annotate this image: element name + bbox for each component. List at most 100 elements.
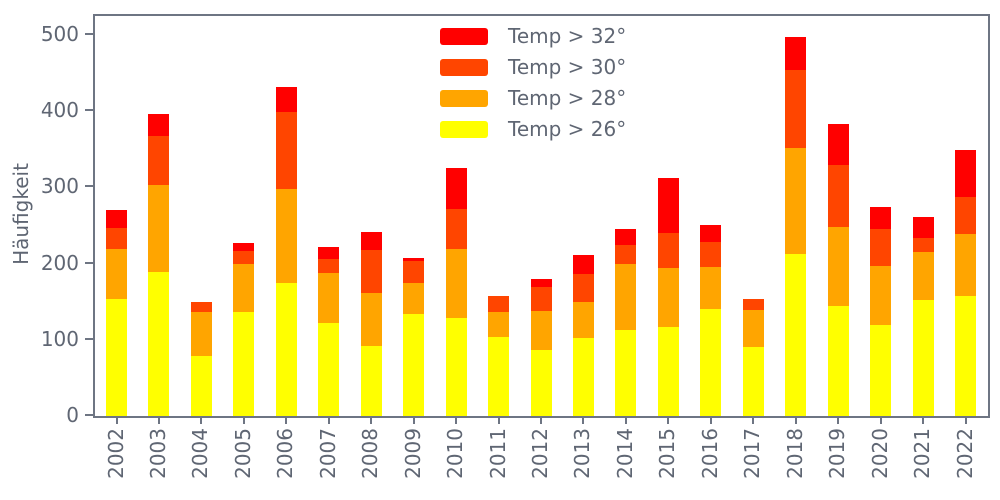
x-tick-label: 2004 <box>188 428 213 479</box>
bar-segment-26deg <box>190 355 212 416</box>
x-tick-label: 2012 <box>528 428 552 479</box>
bar-segment-32deg <box>148 113 170 137</box>
bar-2017 <box>742 299 764 416</box>
bar-segment-26deg <box>572 338 594 416</box>
bar-2020 <box>870 206 892 416</box>
bar-segment-32deg <box>403 258 425 262</box>
x-tick-mark <box>624 416 627 424</box>
x-tick-mark <box>667 416 670 424</box>
bar-segment-28deg <box>870 265 892 326</box>
bar-segment-32deg <box>275 86 297 112</box>
bar-segment-30deg <box>615 244 637 264</box>
bar-segment-26deg <box>912 300 934 416</box>
bar-segment-30deg <box>318 259 340 273</box>
x-tick-label: 2013 <box>570 428 595 479</box>
y-tick-mark <box>85 185 93 188</box>
legend-item-temp-gt-30: Temp > 30° <box>440 57 626 77</box>
y-tick-mark <box>85 261 93 264</box>
bar-segment-32deg <box>912 217 934 238</box>
x-tick-label: 2005 <box>230 428 255 479</box>
bar-segment-32deg <box>615 228 637 245</box>
x-tick-mark <box>455 416 458 424</box>
bar-segment-26deg <box>700 308 722 416</box>
bar-segment-26deg <box>148 272 170 416</box>
legend-item-temp-gt-28: Temp > 28° <box>440 88 626 108</box>
bar-2010 <box>445 167 467 416</box>
bar-segment-26deg <box>275 283 297 416</box>
x-tick-mark <box>879 416 882 424</box>
x-tick-mark <box>794 416 797 424</box>
x-tick-label: 2016 <box>697 428 722 479</box>
bar-segment-28deg <box>572 301 594 339</box>
bar-segment-26deg <box>360 345 382 416</box>
bar-segment-26deg <box>106 299 127 416</box>
yellow-swatch-icon <box>440 120 488 138</box>
bar-segment-30deg <box>488 295 510 312</box>
bar-segment-28deg <box>360 292 382 346</box>
red-swatch-icon <box>440 27 488 45</box>
bar-2004 <box>190 302 212 416</box>
bar-segment-32deg <box>572 255 594 275</box>
x-tick-mark <box>582 416 585 424</box>
bar-segment-28deg <box>318 272 340 324</box>
bar-segment-28deg <box>190 311 212 356</box>
y-tick-mark <box>85 33 93 36</box>
bar-segment-30deg <box>955 197 976 234</box>
legend-label: Temp > 28° <box>508 86 627 110</box>
bar-2002 <box>106 209 127 416</box>
legend-label: Temp > 30° <box>508 55 627 79</box>
x-tick-mark <box>157 416 160 424</box>
x-tick-mark <box>752 416 755 424</box>
bar-segment-26deg <box>445 318 467 416</box>
bar-segment-28deg <box>403 282 425 314</box>
x-tick-mark <box>540 416 542 424</box>
bar-segment-32deg <box>445 167 467 209</box>
bar-segment-28deg <box>275 188 297 284</box>
bar-segment-26deg <box>657 326 679 416</box>
bar-segment-32deg <box>360 231 382 250</box>
x-tick-label: 2003 <box>145 428 170 479</box>
bar-segment-26deg <box>742 346 764 416</box>
x-tick-label: 2021 <box>910 428 935 479</box>
bar-2012 <box>530 278 552 416</box>
bar-2003 <box>148 113 170 416</box>
legend-item-temp-gt-32: Temp > 32° <box>440 26 626 46</box>
y-tick-label: 100 <box>40 326 79 351</box>
bar-segment-32deg <box>827 124 849 165</box>
bar-segment-26deg <box>318 323 340 416</box>
bar-2005 <box>233 243 255 416</box>
bar-segment-32deg <box>530 278 552 288</box>
bar-segment-28deg <box>615 263 637 330</box>
y-tick-label: 0 <box>66 403 79 427</box>
y-tick-label: 200 <box>40 250 79 275</box>
bar-segment-32deg <box>318 246 340 260</box>
x-tick-label: 2009 <box>400 428 425 479</box>
x-tick-mark <box>327 416 330 424</box>
bar-segment-30deg <box>530 287 552 311</box>
bar-segment-32deg <box>657 178 679 234</box>
bar-segment-28deg <box>912 252 934 301</box>
bar-2018 <box>785 37 807 416</box>
bar-2014 <box>615 228 637 416</box>
x-tick-label: 2011 <box>485 428 510 479</box>
bar-2006 <box>275 86 297 416</box>
orange-swatch-icon <box>440 89 488 107</box>
bar-segment-32deg <box>233 243 255 251</box>
y-tick-label: 400 <box>40 98 79 123</box>
bar-segment-28deg <box>488 311 510 337</box>
bar-segment-30deg <box>700 241 722 267</box>
bar-segment-28deg <box>148 185 170 272</box>
bar-segment-28deg <box>827 227 849 307</box>
bar-segment-30deg <box>275 112 297 189</box>
bar-2021 <box>912 217 934 416</box>
y-tick-mark <box>85 109 93 112</box>
x-tick-label: 2010 <box>443 428 468 479</box>
bar-segment-30deg <box>912 237 934 253</box>
bar-segment-30deg <box>827 164 849 228</box>
x-tick-label: 2006 <box>273 428 298 479</box>
bar-segment-28deg <box>955 233 976 296</box>
legend: Temp > 32° Temp > 30° Temp > 28° Temp > … <box>440 26 626 139</box>
bar-segment-32deg <box>870 206 892 230</box>
bar-segment-26deg <box>955 295 976 416</box>
legend-label: Temp > 26° <box>508 117 627 141</box>
